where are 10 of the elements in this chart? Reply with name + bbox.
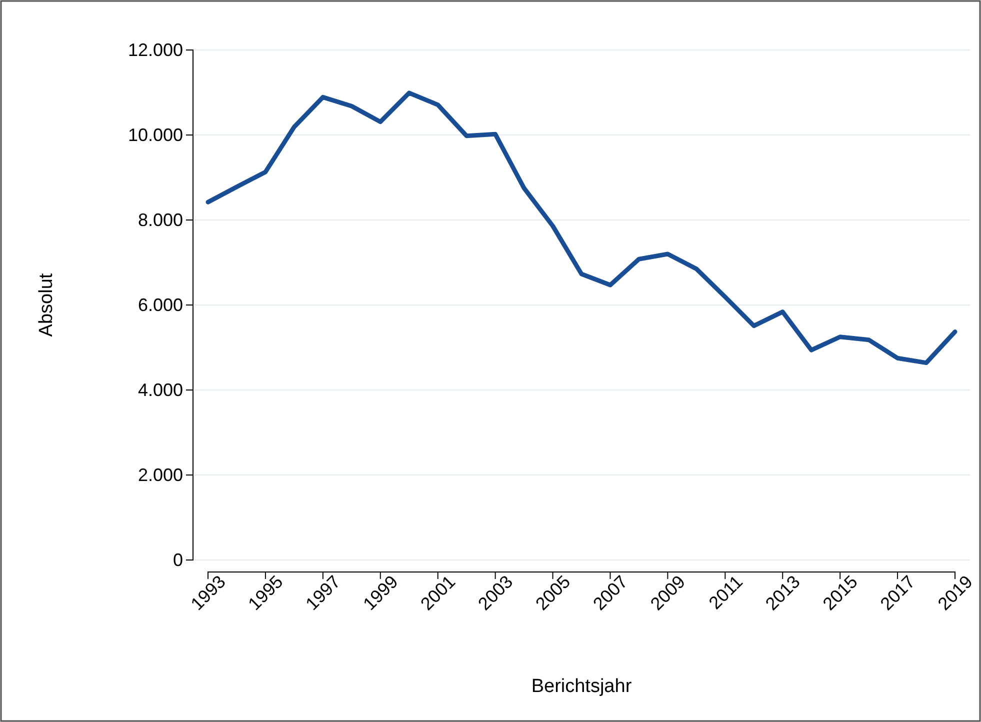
y-tick-label: 2.000 xyxy=(138,464,183,485)
y-tick-label: 10.000 xyxy=(128,124,183,145)
y-tick-label: 6.000 xyxy=(138,294,183,315)
y-tick-label: 4.000 xyxy=(138,380,183,400)
x-axis-title: Berichtsjahr xyxy=(531,676,632,697)
y-tick-label: 8.000 xyxy=(138,210,183,230)
y-tick-label: 12.000 xyxy=(128,40,183,60)
line-series xyxy=(206,90,958,366)
y-axis-title: Absolut xyxy=(36,272,57,337)
y-tick-label: 0 xyxy=(172,550,183,570)
